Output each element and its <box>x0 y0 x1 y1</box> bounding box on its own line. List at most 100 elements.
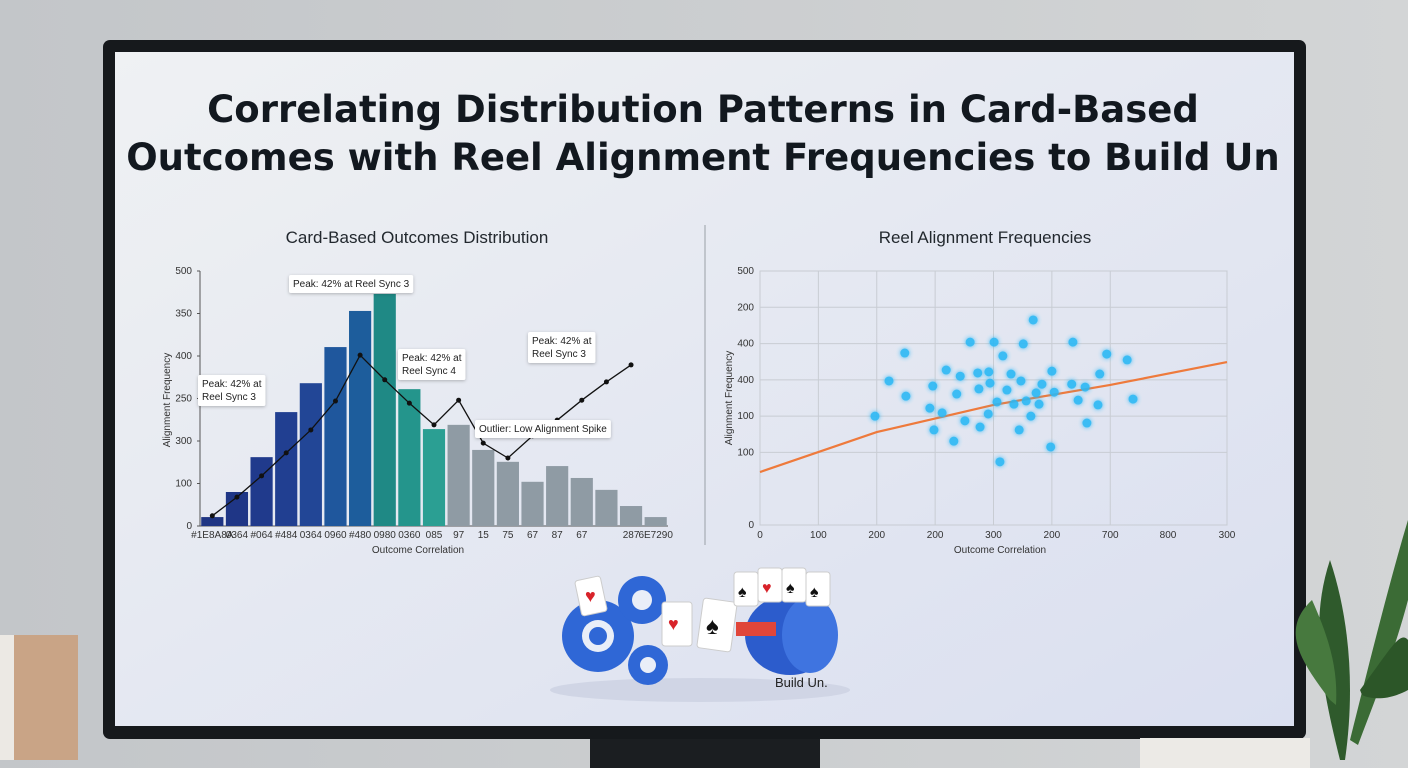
scatter-point <box>925 403 935 413</box>
chart-title: Card-Based Outcomes Distribution <box>286 228 549 247</box>
scatter-point <box>937 408 947 418</box>
scatter-point <box>1046 442 1056 452</box>
page-title: Outcomes with Reel Alignment Frequencies… <box>126 136 1280 179</box>
scatter-point <box>989 337 999 347</box>
line-point <box>456 397 462 403</box>
x-tick-label: 0360 <box>398 530 421 541</box>
annotation-box <box>398 349 466 380</box>
bar <box>275 412 298 526</box>
scatter-point <box>870 411 880 421</box>
scatter-point <box>1009 399 1019 409</box>
x-tick-label: #484 <box>275 530 298 541</box>
bar <box>496 461 519 526</box>
bar <box>349 310 372 526</box>
scatter-point <box>1102 349 1112 359</box>
scatter-point <box>998 351 1008 361</box>
y-tick-label: 200 <box>737 302 754 313</box>
scatter-point <box>1080 382 1090 392</box>
x-tick-label: 87 <box>552 530 564 541</box>
svg-text:♠: ♠ <box>810 584 819 601</box>
x-tick-label: 0364 <box>226 530 249 541</box>
line-point <box>357 352 363 358</box>
line-point <box>308 427 314 433</box>
x-tick-label: 67 <box>576 530 588 541</box>
scatter-point <box>900 348 910 358</box>
bar <box>619 506 643 526</box>
bar <box>521 481 544 526</box>
svg-text:♥: ♥ <box>762 580 772 597</box>
scatter-point <box>952 389 962 399</box>
x-tick-label: 200 <box>868 530 885 541</box>
annotation: Peak: 42% at Reel Sync 3 <box>198 375 266 406</box>
x-tick-label: 97 <box>453 530 465 541</box>
x-tick-label: 700 <box>1102 530 1119 541</box>
line-point <box>283 450 289 456</box>
scatter-point <box>974 384 984 394</box>
scatter-point <box>975 422 985 432</box>
line-point <box>382 377 388 383</box>
scatter-point <box>965 337 975 347</box>
illustration-label: Build Un. <box>775 675 828 690</box>
x-tick-label: 6E7290 <box>638 530 673 541</box>
annotation-text: Outlier: Low Alignment Spike <box>479 424 607 435</box>
x-tick-label: 300 <box>985 530 1002 541</box>
line-point <box>480 440 486 446</box>
scatter-point <box>1093 400 1103 410</box>
scatter-point <box>1128 394 1138 404</box>
scatter-point <box>1073 395 1083 405</box>
scatter-point <box>901 391 911 401</box>
y-tick-label: 250 <box>175 394 192 405</box>
y-tick-label: 0 <box>748 520 754 531</box>
line-point <box>505 455 511 461</box>
x-axis-title: Outcome Correlation <box>954 545 1046 556</box>
scatter-point <box>1049 387 1059 397</box>
y-tick-label: 100 <box>737 447 754 458</box>
y-tick-label: 400 <box>737 375 754 386</box>
annotation-box <box>289 275 414 293</box>
annotation-text: Reel Sync 3 <box>532 349 586 360</box>
x-tick-label: 0980 <box>374 530 397 541</box>
scatter-point <box>1028 315 1038 325</box>
scatter-point <box>1026 411 1036 421</box>
y-tick-label: 100 <box>737 411 754 422</box>
x-tick-label: 800 <box>1160 530 1177 541</box>
x-tick-label: #1E8A8A <box>191 530 234 541</box>
scatter-point <box>949 436 959 446</box>
y-tick-label: 0 <box>186 521 192 532</box>
scatter-point <box>1034 399 1044 409</box>
y-axis-title: Alignment Frequency <box>162 353 173 448</box>
scatter-point <box>1122 355 1132 365</box>
line-point <box>406 400 412 406</box>
bar <box>250 457 273 526</box>
x-tick-label: 200 <box>1044 530 1061 541</box>
scatter-point <box>960 416 970 426</box>
y-tick-label: 300 <box>175 436 192 447</box>
x-tick-label: 0364 <box>300 530 323 541</box>
y-tick-label: 350 <box>175 309 192 320</box>
y-axis-title: Alignment Frequency <box>724 351 735 446</box>
annotation-text: Peak: 42% at Reel Sync 3 <box>293 279 410 290</box>
annotation-text: Reel Sync 3 <box>202 392 256 403</box>
x-tick-label: 300 <box>1219 530 1236 541</box>
book-spine <box>0 635 14 760</box>
scatter-point <box>1037 379 1047 389</box>
svg-text:♥: ♥ <box>585 586 596 606</box>
annotation: Peak: 42% at Reel Sync 3 <box>289 275 414 293</box>
scatter-point <box>1047 366 1057 376</box>
bar <box>422 429 446 526</box>
page-title: Correlating Distribution Patterns in Car… <box>207 88 1199 131</box>
y-tick-label: 400 <box>737 339 754 350</box>
bar <box>373 293 396 526</box>
svg-text:♠: ♠ <box>738 584 747 601</box>
annotation-text: Peak: 42% at <box>402 353 462 364</box>
x-tick-label: 287 <box>623 530 640 541</box>
scatter-point <box>941 365 951 375</box>
scatter-point <box>1068 337 1078 347</box>
illustration: ♥ ♥ ♠ ♠ ♥ ♠ ♠ Build Un. <box>550 567 850 702</box>
annotation-box <box>528 332 596 363</box>
bar <box>570 477 593 526</box>
scatter-point <box>983 409 993 419</box>
svg-text:♠: ♠ <box>786 580 795 597</box>
scatter-point <box>1082 418 1092 428</box>
trend-line <box>759 360 1228 474</box>
